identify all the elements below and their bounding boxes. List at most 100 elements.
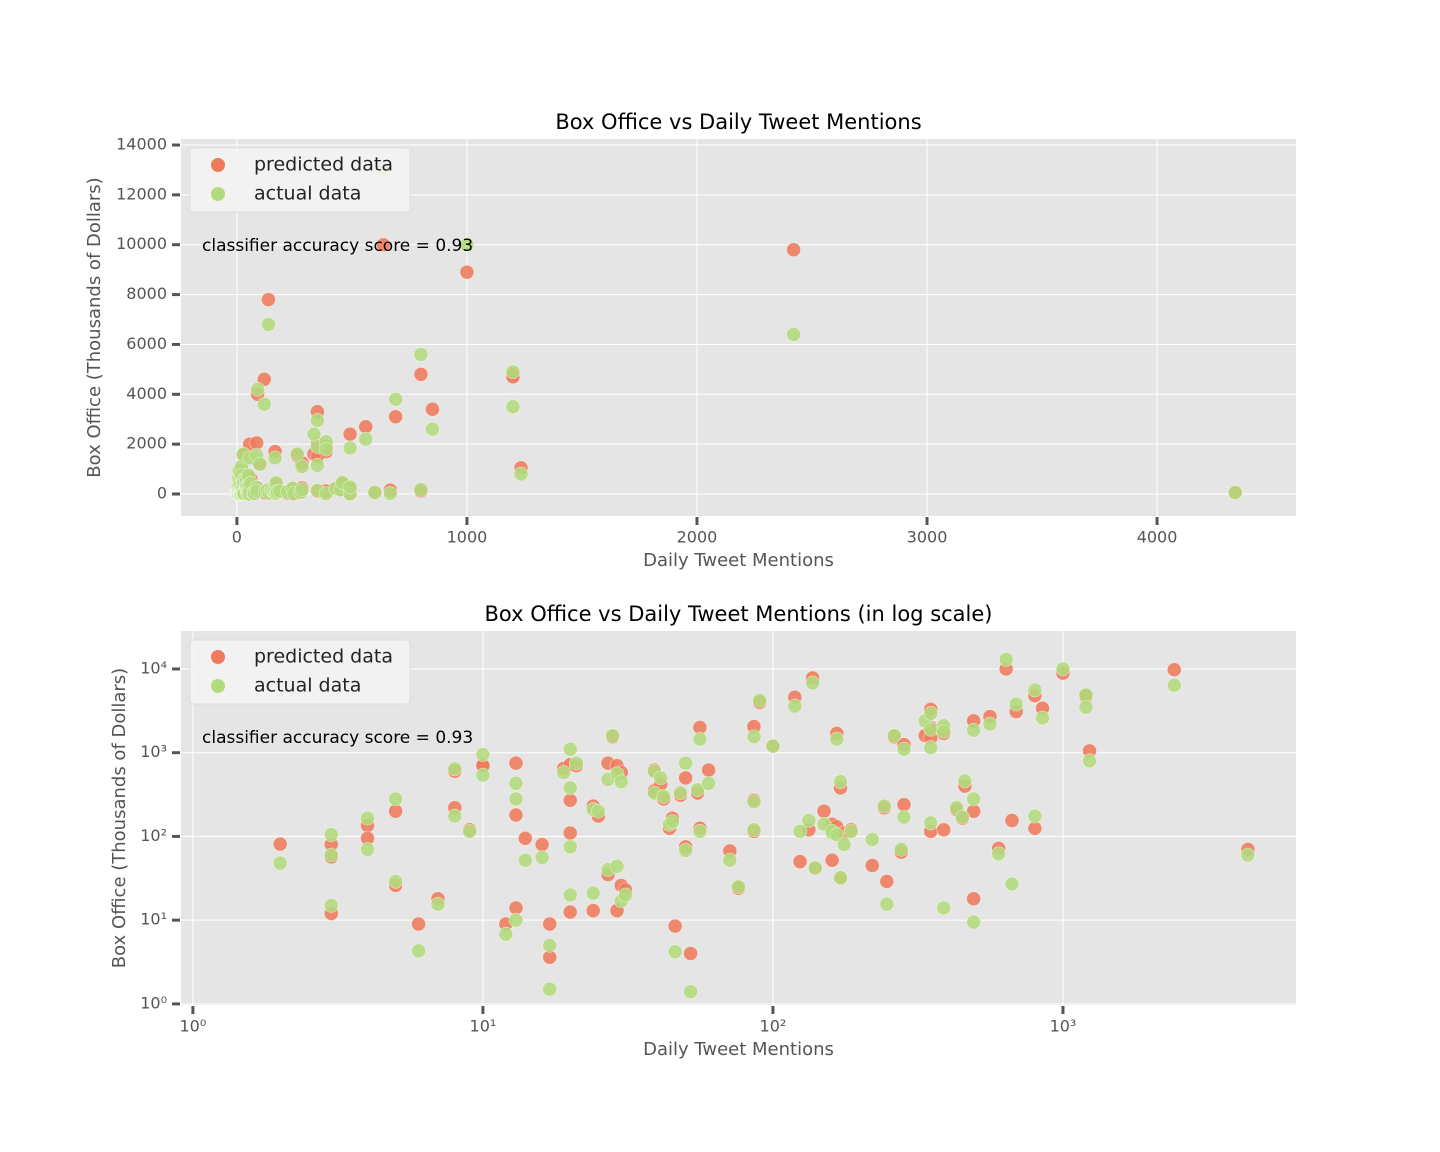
scatter-point [562, 887, 578, 903]
scatter-point [1027, 808, 1043, 824]
scatter-point [957, 773, 973, 789]
scatter-point [609, 858, 625, 874]
scatter-point [508, 791, 524, 807]
scatter-point [731, 879, 746, 895]
scatter-point [936, 822, 952, 838]
y-tick-label: 10³ [140, 742, 167, 761]
scatter-point [701, 762, 716, 778]
scatter-point [367, 485, 383, 500]
scatter-point [318, 441, 334, 457]
y-tick-label: 6000 [126, 334, 167, 353]
scatter-point [388, 391, 403, 407]
scatter-point [1166, 677, 1182, 693]
scatter-point [605, 728, 620, 743]
scatter-point [425, 421, 440, 437]
scatter-point [613, 774, 629, 790]
scatter-point [358, 431, 374, 447]
scatter-point [1035, 710, 1050, 726]
x-tick-label: 10³ [1050, 1017, 1077, 1036]
scatter-point [746, 794, 762, 809]
scatter-point [459, 264, 475, 280]
x-axis-label: Daily Tweet Mentions [643, 1039, 834, 1060]
y-tick-label: 10¹ [140, 910, 167, 929]
scatter-point [505, 399, 521, 415]
scatter-point [792, 854, 808, 869]
y-tick-label: 0 [157, 484, 167, 503]
scatter-point [411, 916, 426, 932]
scatter-point [430, 896, 446, 912]
legend-marker [211, 650, 225, 664]
scatter-point [683, 984, 698, 999]
y-tick-label: 2000 [126, 434, 167, 453]
scatter-point [252, 456, 268, 472]
scatter-point [388, 409, 403, 425]
scatter-point [936, 900, 952, 916]
scatter-point [678, 770, 693, 786]
scatter-point [678, 755, 693, 771]
scatter-point [1078, 699, 1094, 715]
legend-marker [211, 187, 225, 201]
scatter-point [1004, 813, 1020, 828]
legend-marker [211, 158, 225, 172]
scatter-point [447, 761, 463, 777]
y-axis-label: Box Office (Thousands of Dollars) [109, 668, 130, 968]
scatter-point [388, 791, 403, 807]
scatter-point [513, 466, 529, 482]
scatter-point [1004, 876, 1020, 892]
scatter-point [517, 852, 533, 868]
scatter-point [618, 887, 633, 903]
scatter-point [475, 747, 491, 762]
scatter-point [272, 836, 288, 852]
scatter-point [360, 842, 375, 857]
scatter-point [836, 837, 852, 852]
scatter-point [562, 793, 578, 808]
scatter-point [683, 946, 698, 961]
scatter-point [289, 446, 305, 462]
scatter-point [323, 827, 339, 842]
scatter-point [342, 479, 358, 495]
scatter-point [250, 382, 265, 397]
x-axis-label: Daily Tweet Mentions [643, 550, 834, 571]
scatter-point [411, 943, 426, 959]
scatter-point [833, 870, 848, 886]
scatter-point [829, 827, 845, 842]
scatter-point [562, 780, 578, 796]
scatter-point [508, 807, 524, 823]
scatter-point [746, 729, 762, 745]
scatter-point [667, 944, 683, 960]
scatter-point [1055, 661, 1071, 677]
scatter-point [306, 426, 322, 442]
scatter-point [886, 728, 902, 743]
scatter-point [376, 237, 391, 253]
scatter-point [425, 401, 440, 417]
scatter-point [923, 815, 939, 831]
scatter-point [342, 440, 358, 456]
x-tick-label: 3000 [907, 528, 948, 547]
scatter-point [475, 767, 491, 783]
y-tick-label: 14000 [116, 135, 167, 154]
scatter-point [787, 698, 803, 714]
scatter-point [1082, 753, 1097, 769]
scatter-point [462, 824, 477, 839]
scatter-point [388, 874, 403, 889]
y-tick-label: 4000 [126, 384, 167, 403]
scatter-point [792, 824, 808, 839]
scatter-point [876, 798, 892, 814]
scatter-point [249, 435, 264, 451]
chart-title: Box Office vs Daily Tweet Mentions (in l… [484, 602, 992, 626]
scatter-point [879, 874, 895, 889]
scatter-point [256, 396, 272, 412]
y-tick-label: 10000 [116, 234, 167, 253]
scatter-point [801, 813, 817, 828]
scatter-point [505, 364, 521, 380]
scatter-point [864, 858, 880, 873]
scatter-point [746, 822, 762, 838]
scatter-point [829, 731, 845, 747]
scatter-point [692, 824, 708, 839]
scatter-point [765, 738, 781, 754]
x-tick-label: 10² [760, 1017, 787, 1036]
scatter-point [896, 797, 912, 812]
legend-label: predicted data [254, 646, 393, 668]
scatter-point [542, 938, 558, 953]
scatter-point [534, 837, 550, 852]
